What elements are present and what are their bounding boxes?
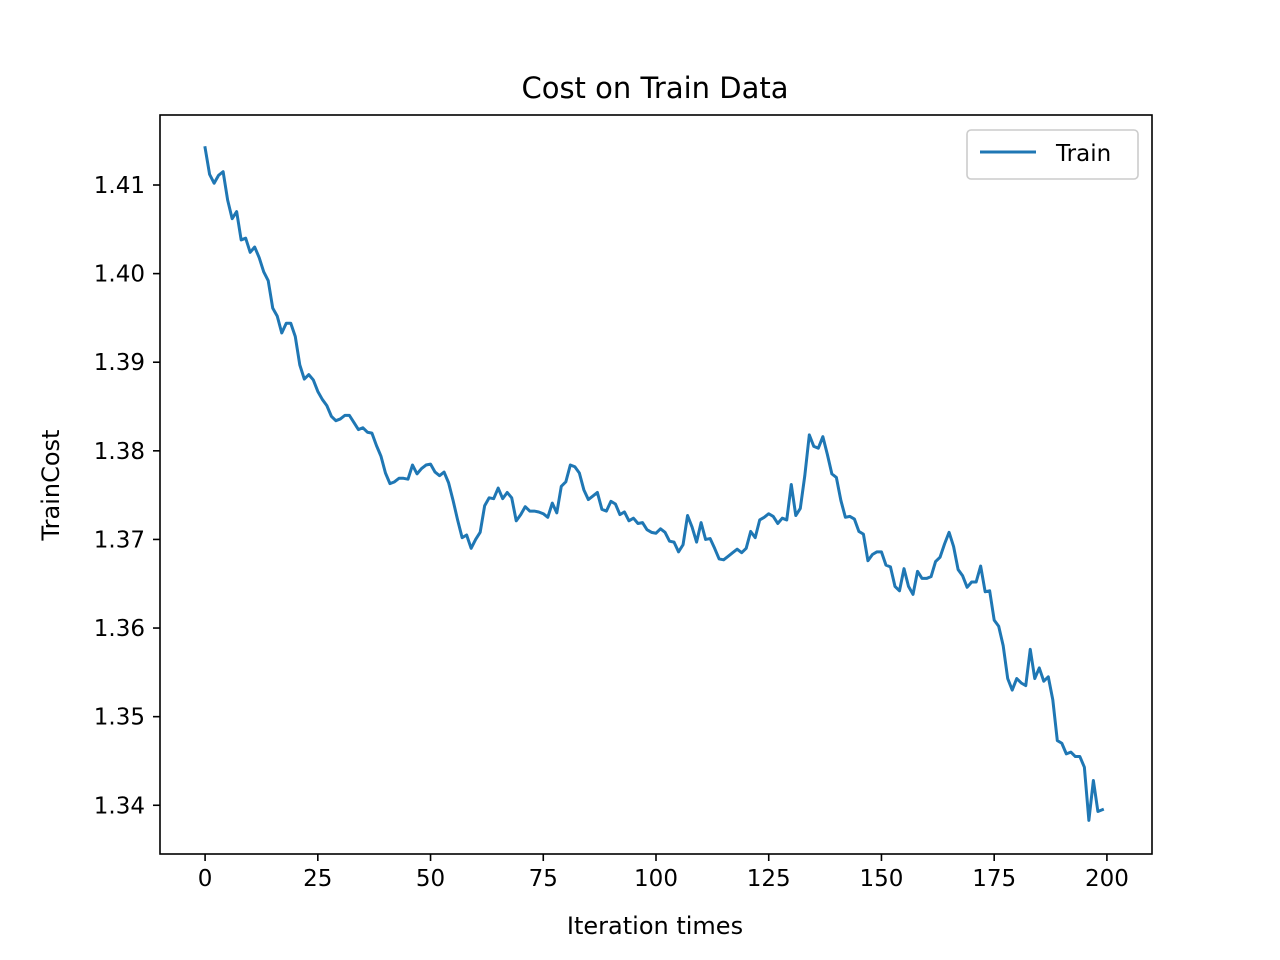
plot-area xyxy=(160,115,1152,854)
x-tick-label: 0 xyxy=(198,866,213,892)
y-tick-label: 1.39 xyxy=(94,350,145,376)
y-tick-label: 1.41 xyxy=(94,173,145,199)
x-axis-label: Iteration times xyxy=(567,912,743,940)
x-tick-label: 50 xyxy=(416,866,445,892)
y-axis: 1.34 1.35 1.36 1.37 1.38 1.39 1.40 1.41 xyxy=(94,173,160,819)
y-tick-label: 1.36 xyxy=(94,616,145,642)
x-tick-label: 125 xyxy=(747,866,791,892)
y-tick-label: 1.40 xyxy=(94,262,145,288)
chart-title: Cost on Train Data xyxy=(521,71,788,105)
x-tick-label: 100 xyxy=(634,866,678,892)
y-axis-label: TrainCost xyxy=(37,430,65,542)
legend: Train xyxy=(966,129,1139,180)
x-tick-label: 25 xyxy=(303,866,332,892)
legend-box xyxy=(966,129,1139,180)
legend-label-train: Train xyxy=(1055,141,1111,167)
x-tick-label: 75 xyxy=(529,866,558,892)
y-tick-label: 1.35 xyxy=(94,705,145,731)
x-tick-label: 150 xyxy=(860,866,904,892)
series-layer xyxy=(203,146,1105,822)
series-line-train xyxy=(203,146,1105,822)
y-tick-label: 1.37 xyxy=(94,527,145,553)
x-tick-label: 200 xyxy=(1085,866,1129,892)
x-tick-label: 175 xyxy=(972,866,1016,892)
y-tick-label: 1.38 xyxy=(94,439,145,465)
y-tick-label: 1.34 xyxy=(94,793,145,819)
x-axis: 0 25 50 75 100 125 150 175 200 xyxy=(198,854,1129,892)
